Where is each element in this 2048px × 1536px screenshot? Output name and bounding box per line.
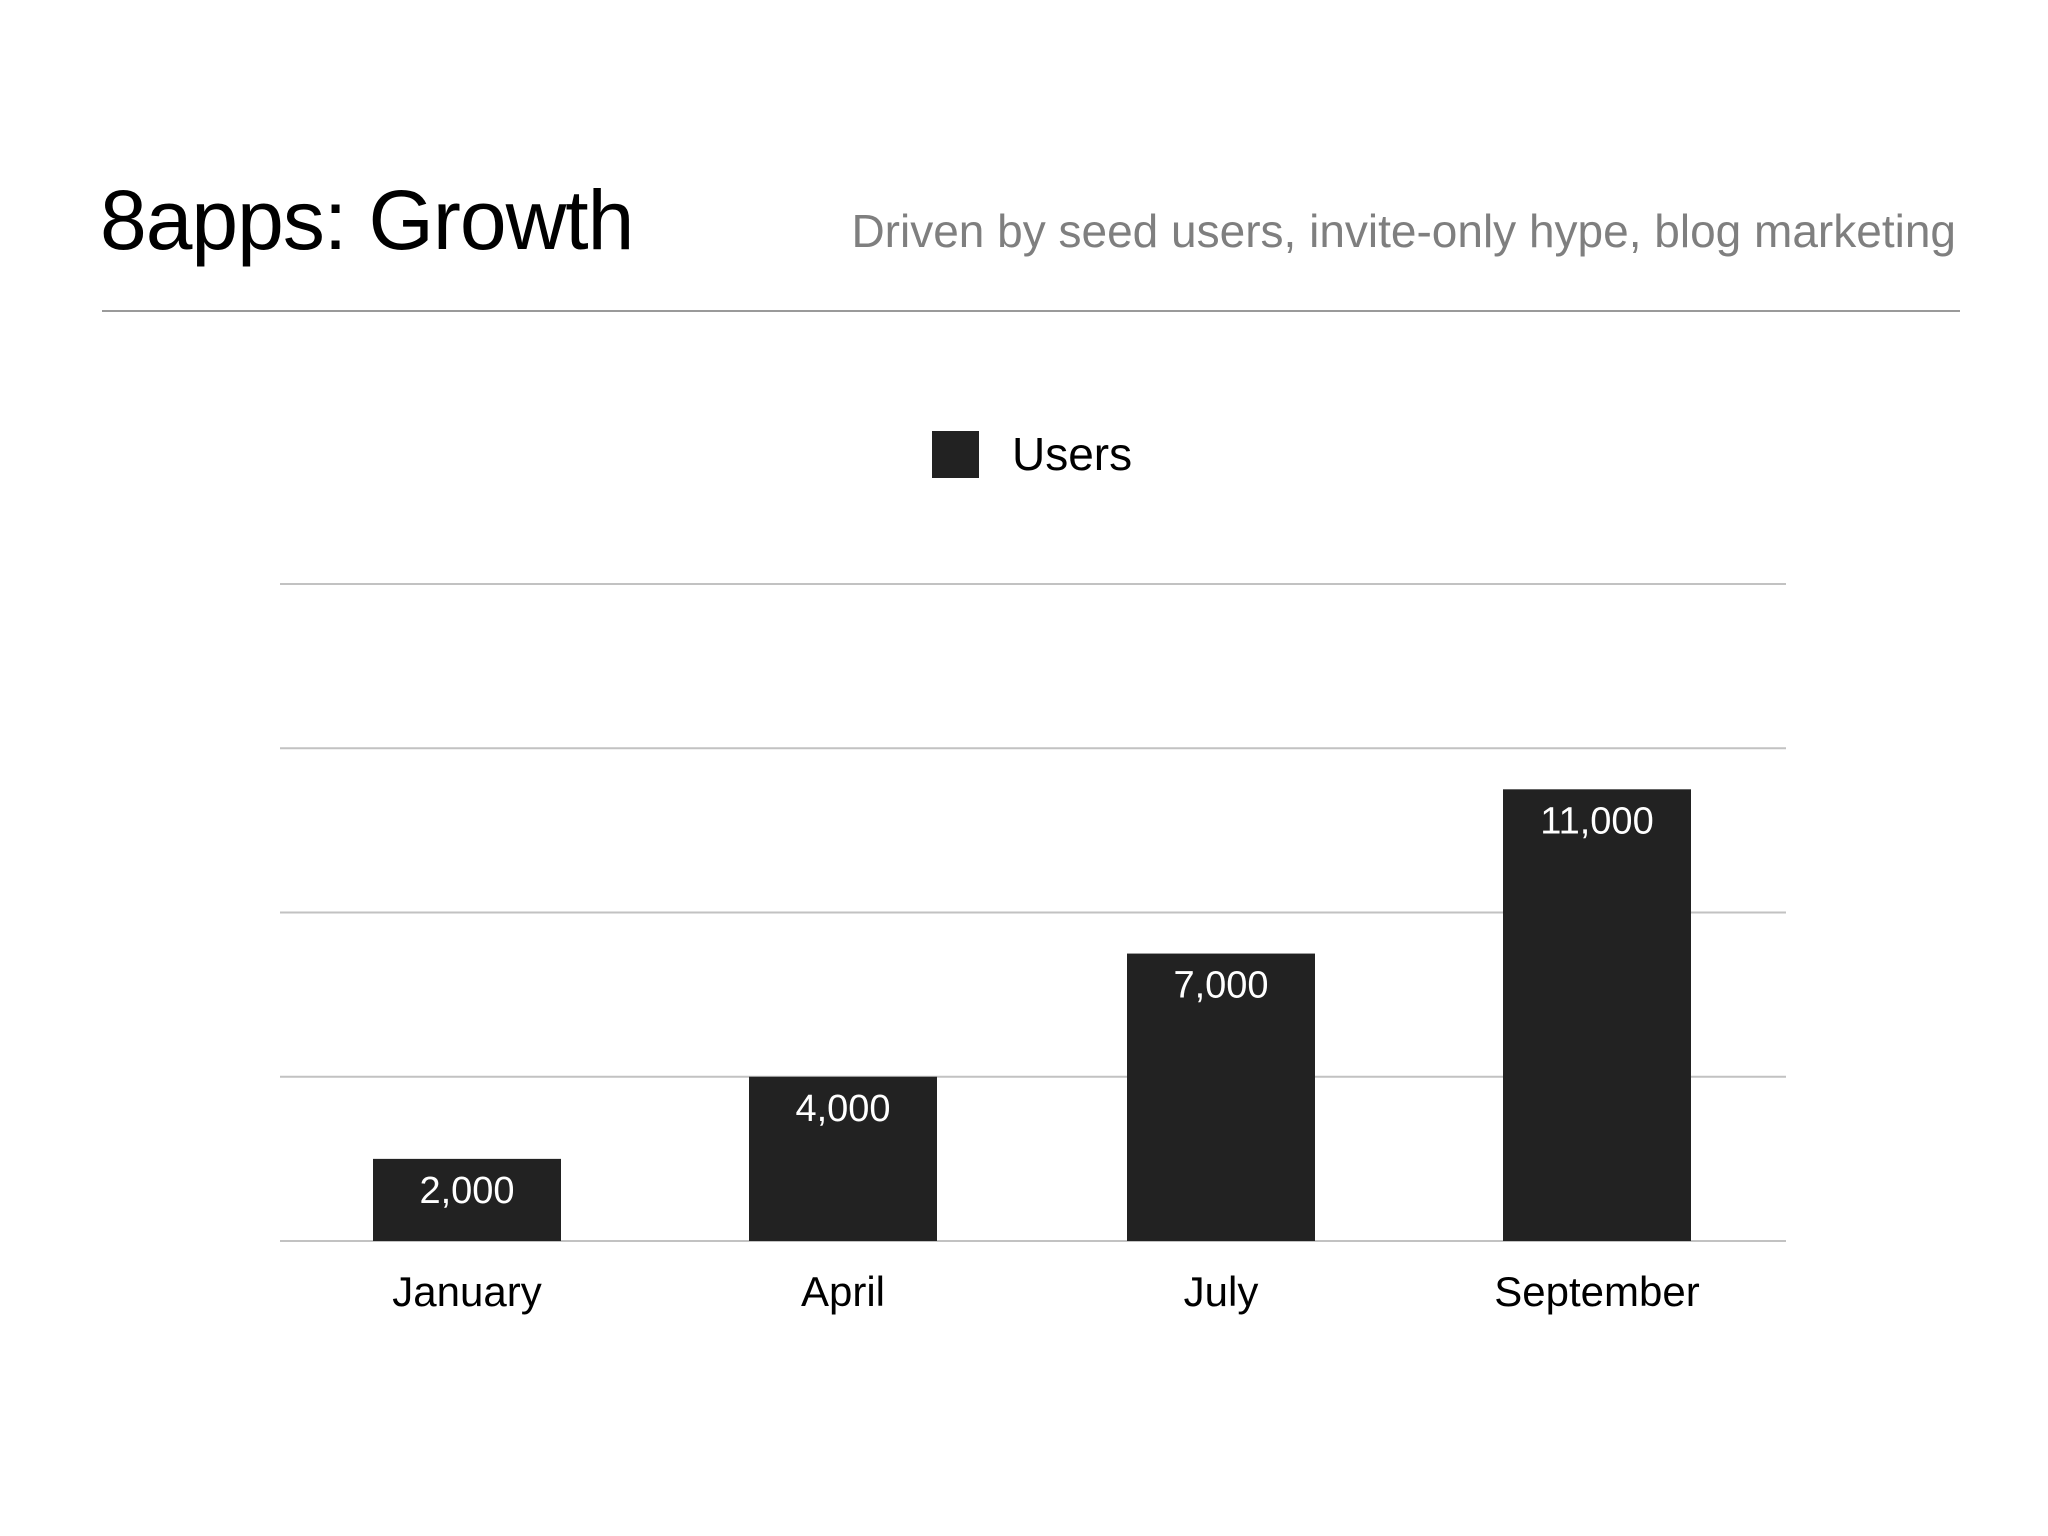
title-divider [102,310,1960,312]
slide-subtitle: Driven by seed users, invite-only hype, … [851,205,1956,257]
bar-january [373,1158,561,1241]
x-tick-label: September [1494,1268,1699,1315]
bar-september [1503,789,1691,1241]
bar-value-label: 11,000 [1540,800,1653,842]
legend-swatch-users [932,431,979,478]
bar-july [1127,953,1315,1241]
bar-value-label: 4,000 [795,1088,890,1130]
chart-category-labels: January April July September [392,1268,1699,1315]
x-tick-label: January [392,1268,541,1315]
chart-bar-value-labels: 2,000 4,000 7,000 11,000 [419,800,1653,1212]
bar-value-label: 2,000 [419,1170,514,1212]
bar-april [749,1076,937,1241]
x-tick-label: April [801,1268,885,1315]
x-tick-label: July [1184,1268,1259,1315]
chart-legend: Users [932,428,1132,480]
slide-title: 8apps: Growth [100,173,634,267]
legend-label-users: Users [1012,428,1132,480]
chart-bars [373,789,1691,1241]
bar-value-label: 7,000 [1173,965,1268,1007]
